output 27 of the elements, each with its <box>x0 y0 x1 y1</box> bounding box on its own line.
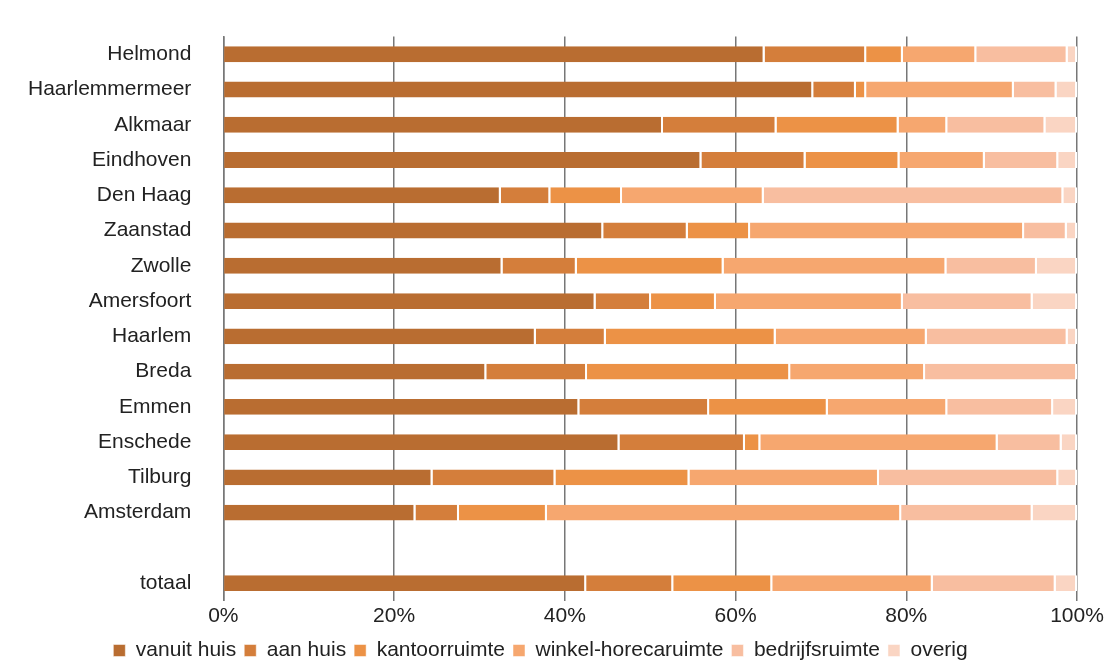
legend-label: winkel-horecaruimte <box>534 637 724 661</box>
y-tick-label: Emmen <box>119 393 192 417</box>
y-tick-label: Zwolle <box>130 252 192 276</box>
legend-label: overig <box>910 637 968 661</box>
y-tick-label: Haarlem <box>112 323 192 347</box>
y-tick-label: Zaanstad <box>103 217 192 241</box>
y-tick-label: Alkmaar <box>114 111 192 135</box>
x-tick-label: 60% <box>714 603 757 627</box>
y-tick-label: Enschede <box>97 428 192 452</box>
y-tick-label: Helmond <box>107 41 192 65</box>
x-tick-label: 20% <box>373 603 416 627</box>
legend-label: bedrijfsruimte <box>753 637 880 661</box>
y-tick-label: Tilburg <box>127 464 192 488</box>
y-tick-label: Eindhoven <box>92 146 192 170</box>
x-tick-label: 100% <box>1050 603 1104 627</box>
y-tick-label: Amsterdam <box>84 499 192 523</box>
y-tick-label: Haarlemmermeer <box>27 76 192 100</box>
legend-label: vanuit huis <box>135 637 237 661</box>
y-tick-label: totaal <box>139 569 192 593</box>
legend-label: kantoorruimte <box>376 637 506 661</box>
x-tick-label: 0% <box>208 603 239 627</box>
x-tick-label: 40% <box>543 603 586 627</box>
y-tick-label: Den Haag <box>96 182 192 206</box>
x-tick-label: 80% <box>885 603 928 627</box>
legend-label: aan huis <box>266 637 347 661</box>
y-tick-label: Breda <box>135 358 192 382</box>
y-tick-label: Amersfoort <box>88 287 192 311</box>
